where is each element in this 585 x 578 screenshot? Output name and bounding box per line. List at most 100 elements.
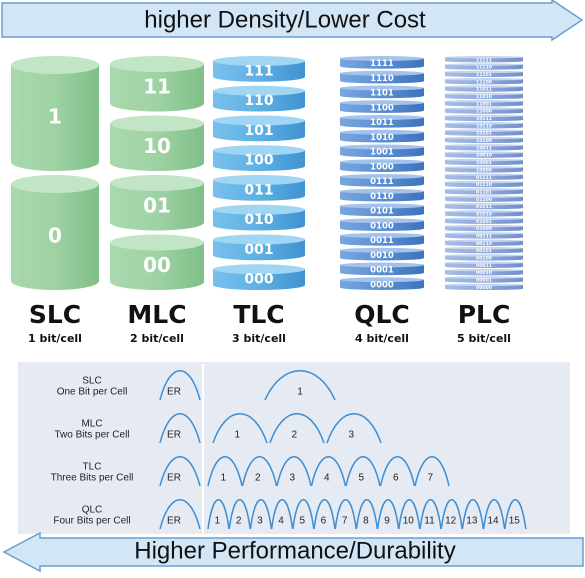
distribution-peak — [207, 456, 243, 487]
distribution-peak — [310, 456, 347, 487]
cell-segment-top — [340, 247, 424, 253]
cell-segment-top — [340, 174, 424, 179]
state-label: 5 — [299, 516, 305, 527]
top-arrow-title: higher Density/Lower Cost — [144, 6, 426, 33]
cell-name: QLC — [354, 300, 410, 329]
cell-segment-top — [445, 276, 523, 279]
cell-segment-top — [213, 175, 305, 185]
level-label: 00 — [143, 253, 171, 277]
level-label: 1 — [48, 105, 62, 129]
cell-segment — [445, 255, 523, 261]
distribution-peak — [292, 499, 315, 530]
distribution-peak — [228, 499, 251, 530]
level-label: 11000 — [476, 109, 492, 115]
cell-segment-top — [445, 63, 523, 66]
level-label: 01100 — [476, 197, 492, 203]
cell-segment-top — [445, 136, 523, 140]
level-label: 01010 — [476, 211, 492, 217]
cell-subtitle: 5 bit/cell — [457, 332, 511, 345]
cell-segment — [213, 120, 305, 142]
distribution-peak — [159, 456, 201, 487]
level-label: 00001 — [476, 278, 492, 284]
state-label: 3 — [257, 516, 263, 527]
distribution-peak — [461, 499, 485, 530]
top-arrow — [1, 0, 584, 42]
level-label: 01111 — [476, 175, 492, 181]
state-label: 13 — [466, 516, 478, 527]
state-label: 11 — [424, 516, 435, 527]
cell-segment — [445, 71, 523, 78]
level-label: 10111 — [476, 116, 492, 122]
distribution-peak — [241, 456, 278, 487]
cell-segment — [340, 102, 424, 113]
distribution-peak — [398, 499, 421, 530]
row-name: TLC — [83, 462, 102, 473]
cell-segment-top — [340, 56, 424, 61]
cell-subtitle: 2 bit/cell — [130, 332, 184, 345]
cell-name: MLC — [127, 300, 186, 329]
distribution-peak — [345, 456, 381, 487]
cell-segment-top — [445, 180, 523, 184]
cell-segment-top — [445, 246, 523, 250]
cell-segment-top — [213, 264, 305, 275]
bottom-arrow — [2, 531, 584, 573]
state-label: 8 — [363, 516, 369, 527]
cell-segment — [110, 64, 204, 112]
distribution-peak — [276, 456, 312, 487]
state-label: 3 — [290, 473, 296, 484]
level-label: 0011 — [370, 236, 394, 246]
erased-label: ER — [167, 430, 181, 441]
cell-name: SLC — [29, 300, 81, 329]
cell-segment — [340, 235, 424, 246]
cell-segment — [445, 145, 523, 151]
row-subtitle: Four Bits per Cell — [53, 516, 130, 527]
state-label: 6 — [321, 516, 327, 527]
level-label: 01011 — [476, 204, 492, 210]
cell-segment — [445, 226, 523, 232]
level-label: 11111 — [476, 57, 492, 63]
cell-segment-top — [110, 175, 204, 191]
state-label: 1 — [235, 430, 241, 441]
cell-segment-top — [445, 92, 523, 96]
cell-segment — [445, 152, 523, 158]
state-label: 7 — [342, 516, 348, 527]
cell-segment — [445, 123, 523, 129]
cell-segment — [445, 93, 523, 100]
cell-segment-top — [445, 78, 523, 81]
cell-segment-top — [340, 262, 424, 268]
cell-segment — [11, 184, 99, 290]
cell-segment — [110, 242, 204, 290]
cell-segment-top — [445, 254, 523, 257]
erased-label: ER — [167, 473, 181, 484]
cell-segment — [213, 150, 305, 171]
row-name: QLC — [82, 505, 103, 516]
bottom-arrow-title: Higher Performance/Durability — [134, 537, 455, 564]
level-label: 11001 — [476, 101, 492, 107]
level-label: 10011 — [476, 145, 492, 151]
cell-segment-top — [445, 129, 523, 132]
row-name: SLC — [82, 376, 101, 387]
row-name: MLC — [81, 419, 102, 430]
state-label: 15 — [509, 516, 521, 527]
distribution-peak — [326, 413, 382, 444]
level-label: 111 — [244, 63, 273, 79]
state-label: 14 — [487, 516, 499, 527]
cell-segment — [340, 58, 424, 69]
level-label: 01001 — [476, 219, 492, 225]
level-label: 000 — [244, 272, 273, 288]
cell-segment — [445, 167, 523, 173]
level-label: 10110 — [476, 123, 492, 129]
cell-segment — [110, 183, 204, 231]
cell-segment-top — [445, 188, 523, 191]
level-label: 00000 — [476, 285, 492, 291]
cell-segment-top — [340, 203, 424, 209]
cell-segment — [213, 90, 305, 112]
state-label: 6 — [393, 473, 399, 484]
cell-segment-top — [445, 166, 523, 169]
cell-segment — [445, 130, 523, 136]
cell-segment — [445, 174, 523, 180]
erased-label: ER — [167, 516, 181, 527]
cell-segment-top — [340, 85, 424, 91]
level-label: 1010 — [370, 133, 394, 143]
distribution-peak — [440, 499, 463, 530]
